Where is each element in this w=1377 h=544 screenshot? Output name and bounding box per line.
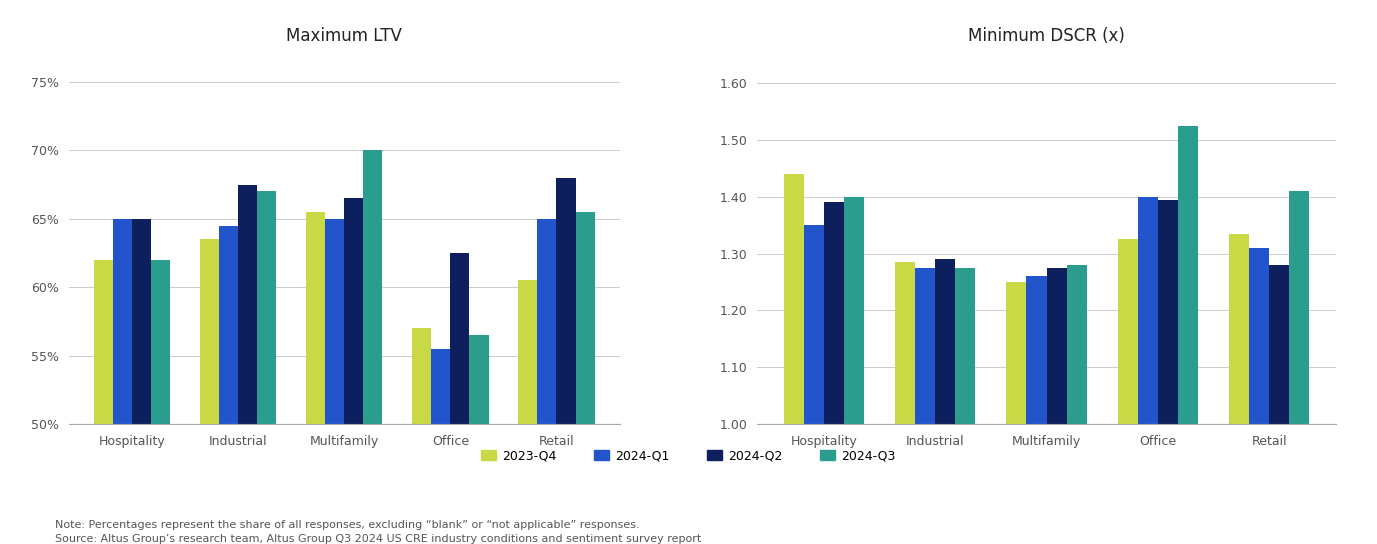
Bar [1289,191,1310,544]
Bar [518,281,537,544]
Bar [450,253,470,544]
Bar [1137,197,1158,544]
Bar [306,212,325,544]
Bar [470,335,489,544]
Bar [537,219,556,544]
Bar [1047,268,1067,544]
Bar [935,259,956,544]
Bar [1118,239,1137,544]
Title: Maximum LTV: Maximum LTV [286,27,402,45]
Bar [151,260,171,544]
Bar [257,191,277,544]
Bar [325,219,344,544]
Bar [1230,234,1249,544]
Bar [784,174,804,544]
Bar [344,198,364,544]
Text: Note: Percentages represent the share of all responses, excluding “blank” or “no: Note: Percentages represent the share of… [55,520,701,544]
Bar [1026,276,1047,544]
Bar [1249,248,1270,544]
Bar [1007,282,1026,544]
Bar [576,212,595,544]
Bar [132,219,151,544]
Bar [113,219,132,544]
Bar [1270,265,1289,544]
Title: Minimum DSCR (x): Minimum DSCR (x) [968,27,1125,45]
Legend: 2023-Q4, 2024-Q1, 2024-Q2, 2024-Q3: 2023-Q4, 2024-Q1, 2024-Q2, 2024-Q3 [476,444,901,467]
Bar [364,150,383,544]
Bar [94,260,113,544]
Bar [804,225,823,544]
Bar [823,202,844,544]
Bar [1067,265,1086,544]
Bar [238,184,257,544]
Bar [895,262,916,544]
Bar [431,349,450,544]
Bar [219,226,238,544]
Bar [412,329,431,544]
Bar [200,239,219,544]
Bar [844,197,863,544]
Bar [1177,126,1198,544]
Bar [916,268,935,544]
Bar [556,178,576,544]
Bar [956,268,975,544]
Bar [1158,200,1177,544]
